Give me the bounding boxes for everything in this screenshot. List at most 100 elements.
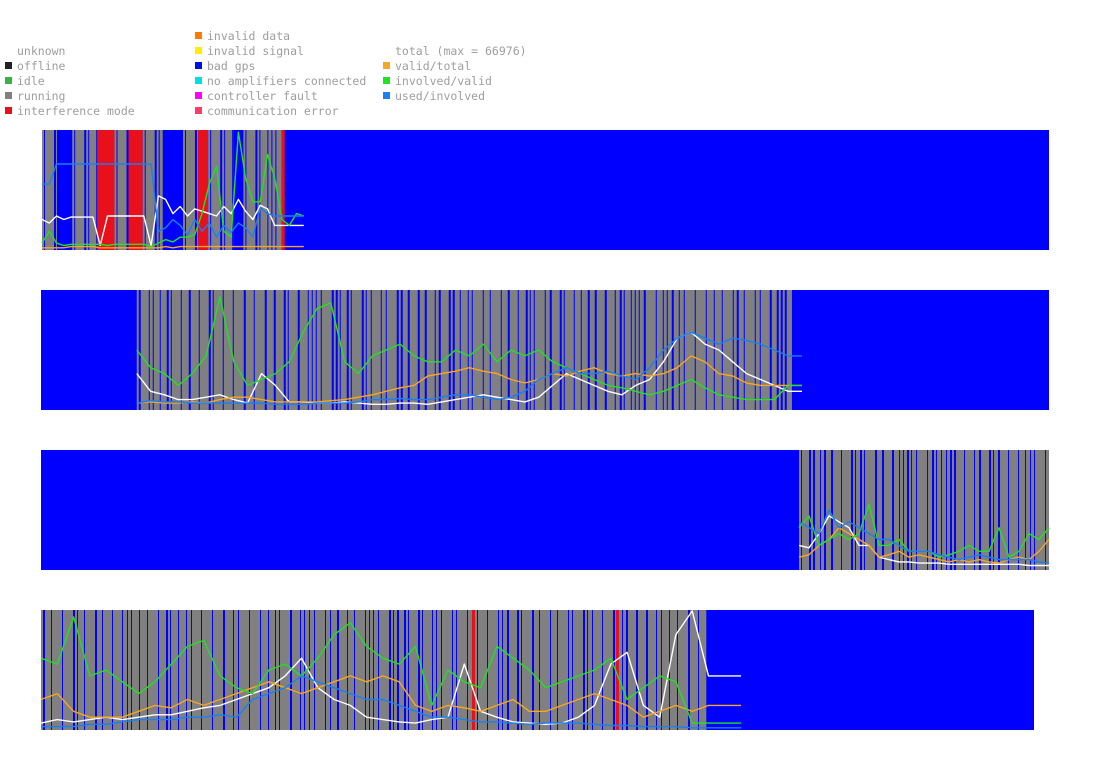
gps-stripe	[550, 610, 551, 730]
gps-stripe	[300, 610, 301, 730]
gps-stripe	[1045, 450, 1047, 570]
gps-stripe	[500, 290, 502, 410]
gps-stripe	[563, 290, 565, 410]
chart-panel-2	[41, 290, 1049, 410]
gps-stripe	[698, 610, 699, 730]
gps-stripe	[941, 450, 943, 570]
status-band	[799, 450, 1049, 570]
gps-stripe	[927, 450, 929, 570]
gps-stripe	[907, 450, 910, 570]
chart-panel-3	[41, 450, 1050, 570]
gps-stripe	[671, 290, 674, 410]
gps-stripe	[178, 610, 179, 730]
gps-stripe	[587, 610, 588, 730]
gps-stripe	[989, 450, 992, 570]
gps-stripe	[51, 610, 52, 730]
gps-stripe	[713, 290, 715, 410]
status-band	[136, 290, 792, 410]
status-band	[57, 130, 73, 250]
gps-stripe	[369, 610, 370, 730]
gps-stripe	[95, 610, 97, 730]
involved-valid-line	[41, 131, 305, 248]
gps-stripe	[594, 290, 597, 410]
gps-stripe	[389, 610, 391, 730]
gps-stripe	[424, 290, 427, 410]
total-line	[40, 610, 742, 725]
gps-stripe	[655, 290, 657, 410]
gps-stripe	[736, 290, 739, 410]
gps-stripe	[393, 610, 394, 730]
gps-stripe	[287, 290, 289, 410]
legend-item-offline: offline	[5, 59, 65, 74]
gps-stripe	[238, 610, 239, 730]
gps-stripe	[602, 610, 603, 730]
gps-stripe	[583, 610, 585, 730]
gps-stripe	[851, 450, 854, 570]
gps-stripe	[498, 610, 499, 730]
gps-stripe	[408, 610, 409, 730]
gps-stripe	[373, 610, 374, 730]
gps-stripe	[139, 610, 140, 730]
gps-stripe	[73, 610, 75, 730]
gps-stripe	[243, 290, 246, 410]
gps-stripe	[112, 610, 113, 730]
gps-stripe	[1034, 450, 1036, 570]
gps-stripe	[260, 610, 261, 730]
legend-swatch	[383, 62, 390, 69]
gps-stripe	[347, 610, 348, 730]
gps-stripe	[222, 290, 224, 410]
gps-stripe	[304, 610, 305, 730]
gps-stripe	[191, 610, 192, 730]
gps-stripe	[170, 610, 171, 730]
gps-stripe	[330, 610, 331, 730]
gps-stripe	[809, 450, 812, 570]
legend-label: invalid signal	[207, 44, 304, 58]
gps-stripe	[212, 290, 214, 410]
used-involved-line	[136, 331, 802, 405]
gps-stripe	[471, 290, 473, 410]
gps-stripe	[255, 130, 258, 250]
gps-stripe	[666, 290, 668, 410]
gps-stripe	[636, 610, 638, 730]
gps-stripe	[232, 130, 234, 250]
valid-total-line	[40, 675, 742, 718]
gps-stripe	[568, 610, 569, 730]
legend-label: interference mode	[17, 104, 135, 118]
legend-item-involved-valid: involved/valid	[383, 74, 492, 89]
gps-stripe	[44, 130, 45, 250]
gps-stripe	[979, 450, 982, 570]
gps-stripe	[459, 290, 461, 410]
gps-stripe	[407, 290, 410, 410]
gps-stripe	[694, 290, 696, 410]
gps-stripe	[74, 130, 76, 250]
legend-label: controller fault	[207, 89, 318, 103]
gps-stripe	[557, 610, 558, 730]
gps-stripe	[148, 290, 150, 410]
gps-stripe	[533, 290, 535, 410]
gps-stripe	[404, 610, 406, 730]
gps-stripe	[365, 290, 367, 410]
status-band	[233, 130, 244, 250]
gps-stripe	[232, 290, 234, 410]
valid-total-line	[136, 355, 802, 404]
gps-stripe	[438, 290, 441, 410]
legend-swatch	[5, 77, 12, 84]
legend-label: communication error	[207, 104, 339, 118]
gps-stripe	[320, 290, 322, 410]
legend-swatch	[5, 62, 12, 69]
gps-stripe	[776, 290, 779, 410]
gps-stripe	[732, 290, 734, 410]
gps-stripe	[152, 290, 154, 410]
status-band	[615, 610, 619, 730]
gps-stripe	[158, 130, 160, 250]
gps-stripe	[544, 290, 546, 410]
gps-stripe	[54, 130, 56, 250]
gps-stripe	[721, 290, 723, 410]
gps-stripe	[1018, 450, 1020, 570]
gps-stripe	[643, 290, 646, 410]
gps-stripe	[916, 450, 918, 570]
gps-stripe	[325, 610, 326, 730]
involved-valid-line	[136, 296, 802, 401]
gps-stripe	[116, 130, 118, 250]
